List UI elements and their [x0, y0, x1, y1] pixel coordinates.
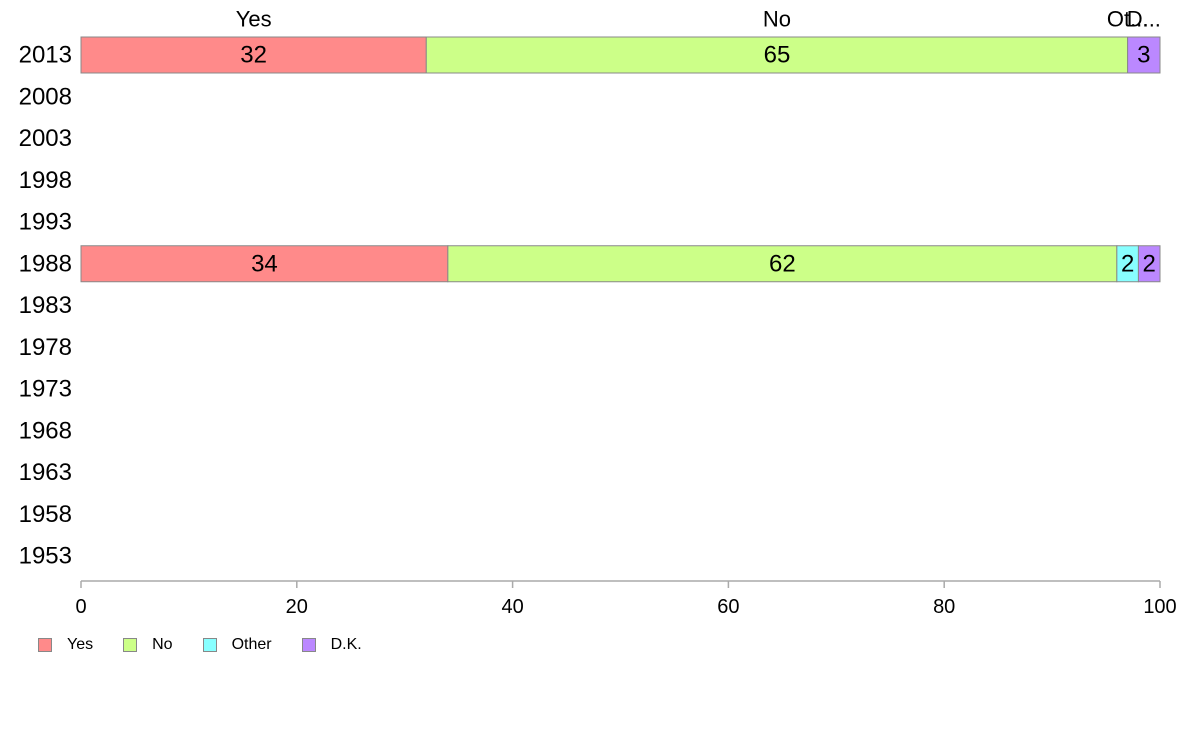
bar-label-2013-yes: 32	[240, 42, 267, 69]
x-tick-label-80: 80	[933, 596, 955, 618]
legend-item-d-k: D.K.	[301, 636, 362, 654]
column-label-4: D...	[1127, 7, 1161, 32]
y-tick-label-2008: 2008	[19, 83, 72, 110]
bar-2013-d-k	[1127, 36, 1161, 74]
y-tick-label-1973: 1973	[19, 376, 72, 403]
x-tick-label-40: 40	[501, 596, 523, 618]
bar-label-1988-d-k: 2	[1143, 250, 1156, 277]
column-label-2: No	[763, 7, 791, 32]
x-tick-label-60: 60	[717, 596, 739, 618]
bar-2013-no	[425, 36, 1129, 74]
y-axis: 2013 2008 2003 1998 1993 1988 1983 1978 1973 1968…	[19, 42, 72, 570]
legend-item-other: Other	[202, 636, 272, 654]
y-tick-label-1993: 1993	[19, 209, 72, 236]
column-label-1: Yes	[236, 7, 272, 32]
y-tick-label-1983: 1983	[19, 292, 72, 319]
legend-label-yes: Yes	[67, 636, 94, 653]
bar-label-1988-other: 2	[1121, 250, 1134, 277]
y-tick-label-2003: 2003	[19, 125, 72, 152]
bar-label-1988-no: 62	[769, 250, 796, 277]
y-tick-label-1978: 1978	[19, 334, 72, 361]
column-label-3: Ot...	[1107, 7, 1149, 32]
bar-1988-no	[447, 245, 1118, 283]
y-tick-label-1998: 1998	[19, 167, 72, 194]
bar-label-2013-d-k: 3	[1137, 42, 1150, 69]
column-labels: Yes No Ot...D...	[236, 7, 1161, 32]
y-tick-label-1968: 1968	[19, 417, 72, 444]
y-tick-label-1953: 1953	[19, 543, 72, 570]
legend-item-no: No	[123, 636, 173, 654]
legend-swatch-no	[123, 638, 138, 652]
legend-swatch-yes	[38, 638, 52, 652]
bar-1988-d-k	[1137, 245, 1161, 283]
legend-item-yes: Yes	[38, 636, 93, 654]
bar-1988-yes	[80, 245, 449, 283]
stacked-bar-chart: Yes No Ot...D... 2013200820031998199319881…	[19, 7, 1177, 619]
x-tick-label-100: 100	[1143, 596, 1176, 618]
x-tick-label-20: 20	[286, 596, 308, 618]
x-axis: 0 20 40 60 80 100	[75, 580, 1177, 618]
legend-swatch-d-k	[301, 638, 316, 652]
bar-label-1988-yes: 34	[251, 250, 278, 277]
legend-swatch-other	[202, 638, 217, 652]
bars: 32 65 3 34 62 2 2	[80, 36, 1161, 283]
y-tick-label-2013: 2013	[19, 42, 72, 69]
legend-label-other: Other	[231, 636, 272, 653]
y-tick-label-1988: 1988	[19, 250, 72, 277]
y-tick-label-1958: 1958	[19, 501, 72, 528]
legend-label-d-k: D.K.	[330, 636, 362, 653]
y-tick-label-1963: 1963	[19, 459, 72, 486]
legend-label-no: No	[152, 636, 173, 653]
legend: Yes No Other D.K.	[38, 636, 392, 654]
x-tick-label-0: 0	[75, 596, 86, 618]
bar-label-2013-no: 65	[764, 42, 791, 69]
bar-2013-yes	[80, 36, 427, 74]
